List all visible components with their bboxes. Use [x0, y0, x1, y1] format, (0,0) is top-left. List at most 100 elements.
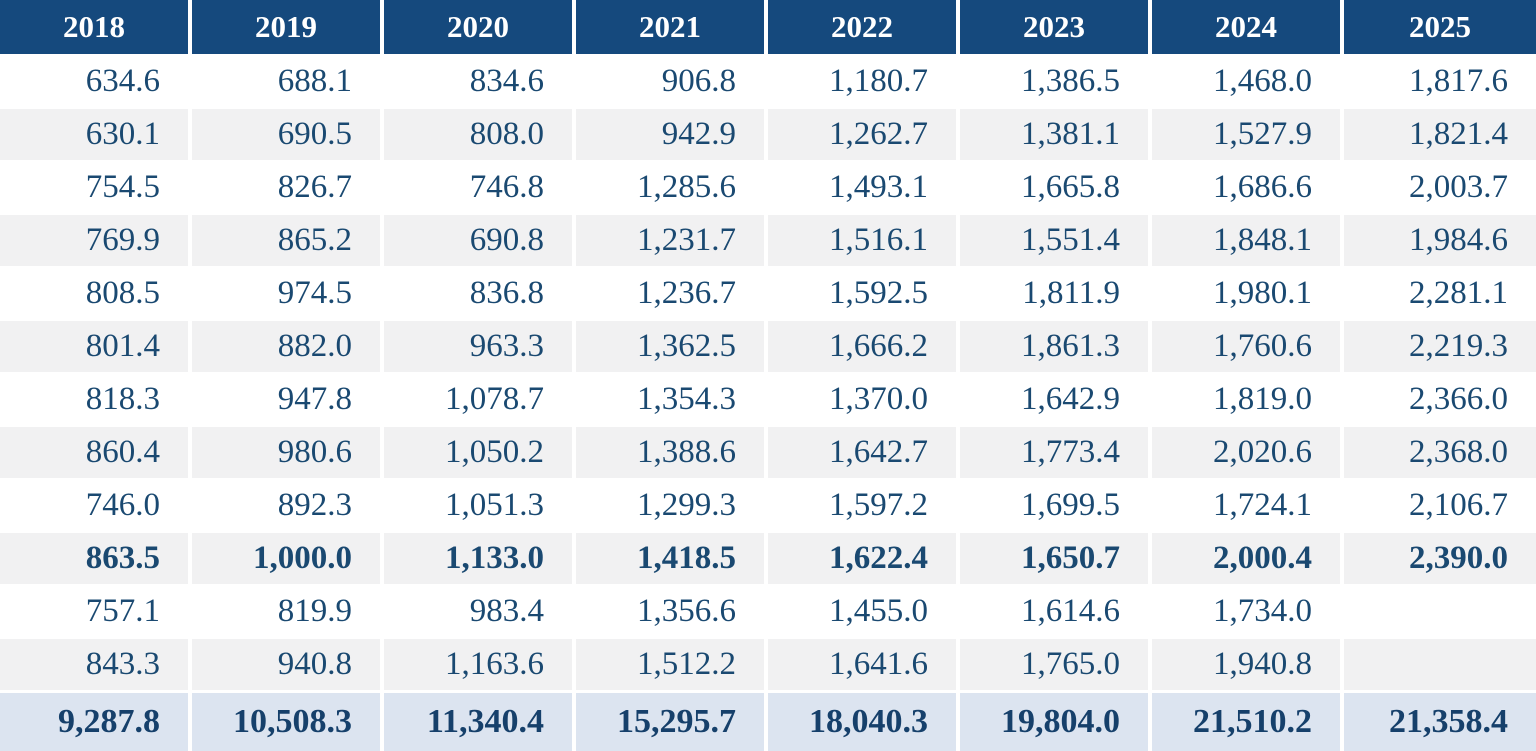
data-cell: 1,819.0 [1152, 372, 1344, 425]
data-cell: 1,686.6 [1152, 160, 1344, 213]
table-row: 754.5 826.7 746.8 1,285.6 1,493.1 1,665.8 1,68… [0, 160, 1536, 213]
data-cell: 942.9 [576, 107, 768, 160]
data-cell: 757.1 [0, 584, 192, 637]
table-row: 757.1 819.9 983.4 1,356.6 1,455.0 1,614.6 1,73… [0, 584, 1536, 637]
data-cell: 690.8 [384, 213, 576, 266]
column-header-2018: 2018 [0, 0, 192, 54]
data-cell: 826.7 [192, 160, 384, 213]
data-cell: 963.3 [384, 319, 576, 372]
data-cell: 1,642.7 [768, 425, 960, 478]
column-header-2025: 2025 [1344, 0, 1536, 54]
data-cell: 1,861.3 [960, 319, 1152, 372]
data-cell [1344, 584, 1536, 637]
table-row: 630.1 690.5 808.0 942.9 1,262.7 1,381.1 1,527.… [0, 107, 1536, 160]
data-cell: 834.6 [384, 54, 576, 107]
total-cell: 21,510.2 [1152, 690, 1344, 751]
data-cell: 2,366.0 [1344, 372, 1536, 425]
data-cell: 1,455.0 [768, 584, 960, 637]
data-cell: 1,362.5 [576, 319, 768, 372]
data-cell: 1,000.0 [192, 531, 384, 584]
data-cell: 1,940.8 [1152, 637, 1344, 690]
data-cell: 1,516.1 [768, 213, 960, 266]
header-row: 2018 2019 2020 2021 2022 2023 2024 2025 [0, 0, 1536, 54]
data-cell: 980.6 [192, 425, 384, 478]
column-header-2023: 2023 [960, 0, 1152, 54]
table-body: 634.6 688.1 834.6 906.8 1,180.7 1,386.5 1,468.… [0, 54, 1536, 690]
data-cell: 1,699.5 [960, 478, 1152, 531]
data-cell: 882.0 [192, 319, 384, 372]
data-cell: 843.3 [0, 637, 192, 690]
data-cell: 1,724.1 [1152, 478, 1344, 531]
data-cell: 1,163.6 [384, 637, 576, 690]
data-cell: 2,020.6 [1152, 425, 1344, 478]
data-cell: 1,641.6 [768, 637, 960, 690]
data-cell: 1,622.4 [768, 531, 960, 584]
data-cell: 1,592.5 [768, 266, 960, 319]
table-row: 746.0 892.3 1,051.3 1,299.3 1,597.2 1,699.5 1,… [0, 478, 1536, 531]
total-cell: 9,287.8 [0, 690, 192, 751]
data-cell [1344, 637, 1536, 690]
column-header-2019: 2019 [192, 0, 384, 54]
column-header-2022: 2022 [768, 0, 960, 54]
data-cell: 2,000.4 [1152, 531, 1344, 584]
data-cell: 2,106.7 [1344, 478, 1536, 531]
data-cell: 1,650.7 [960, 531, 1152, 584]
data-cell: 1,468.0 [1152, 54, 1344, 107]
total-cell: 19,804.0 [960, 690, 1152, 751]
column-header-2021: 2021 [576, 0, 768, 54]
data-cell: 1,180.7 [768, 54, 960, 107]
data-cell: 865.2 [192, 213, 384, 266]
data-cell: 1,773.4 [960, 425, 1152, 478]
data-cell: 1,512.2 [576, 637, 768, 690]
data-cell: 1,848.1 [1152, 213, 1344, 266]
data-cell: 818.3 [0, 372, 192, 425]
data-cell: 860.4 [0, 425, 192, 478]
data-cell: 1,614.6 [960, 584, 1152, 637]
data-cell: 746.0 [0, 478, 192, 531]
table-row: 818.3 947.8 1,078.7 1,354.3 1,370.0 1,642.9 1,… [0, 372, 1536, 425]
data-cell: 974.5 [192, 266, 384, 319]
data-cell: 1,236.7 [576, 266, 768, 319]
table-row: 860.4 980.6 1,050.2 1,388.6 1,642.7 1,773.4 2,… [0, 425, 1536, 478]
data-cell: 769.9 [0, 213, 192, 266]
table-row: 801.4 882.0 963.3 1,362.5 1,666.2 1,861.3 1,76… [0, 319, 1536, 372]
data-cell: 1,050.2 [384, 425, 576, 478]
data-cell: 1,493.1 [768, 160, 960, 213]
column-header-2020: 2020 [384, 0, 576, 54]
data-cell: 2,219.3 [1344, 319, 1536, 372]
data-cell: 1,356.6 [576, 584, 768, 637]
data-cell: 754.5 [0, 160, 192, 213]
data-cell: 690.5 [192, 107, 384, 160]
data-cell: 2,390.0 [1344, 531, 1536, 584]
data-cell: 1,285.6 [576, 160, 768, 213]
data-cell: 1,984.6 [1344, 213, 1536, 266]
data-cell: 1,642.9 [960, 372, 1152, 425]
data-cell: 1,299.3 [576, 478, 768, 531]
data-cell: 1,980.1 [1152, 266, 1344, 319]
data-cell: 863.5 [0, 531, 192, 584]
data-cell: 801.4 [0, 319, 192, 372]
table-row: 634.6 688.1 834.6 906.8 1,180.7 1,386.5 1,468.… [0, 54, 1536, 107]
data-cell: 1,527.9 [1152, 107, 1344, 160]
data-cell: 1,051.3 [384, 478, 576, 531]
data-cell: 940.8 [192, 637, 384, 690]
data-cell: 1,388.6 [576, 425, 768, 478]
data-cell: 836.8 [384, 266, 576, 319]
data-cell: 808.0 [384, 107, 576, 160]
data-cell: 1,231.7 [576, 213, 768, 266]
table-row: 863.5 1,000.0 1,133.0 1,418.5 1,622.4 1,650.7… [0, 531, 1536, 584]
data-cell: 1,551.4 [960, 213, 1152, 266]
data-cell: 947.8 [192, 372, 384, 425]
total-cell: 15,295.7 [576, 690, 768, 751]
data-cell: 1,734.0 [1152, 584, 1344, 637]
data-cell: 688.1 [192, 54, 384, 107]
total-cell: 10,508.3 [192, 690, 384, 751]
data-cell: 634.6 [0, 54, 192, 107]
column-header-2024: 2024 [1152, 0, 1344, 54]
total-row: 9,287.8 10,508.3 11,340.4 15,295.7 18,040.3 1… [0, 690, 1536, 751]
data-cell: 1,354.3 [576, 372, 768, 425]
data-cell: 1,666.2 [768, 319, 960, 372]
data-cell: 1,821.4 [1344, 107, 1536, 160]
data-cell: 1,386.5 [960, 54, 1152, 107]
